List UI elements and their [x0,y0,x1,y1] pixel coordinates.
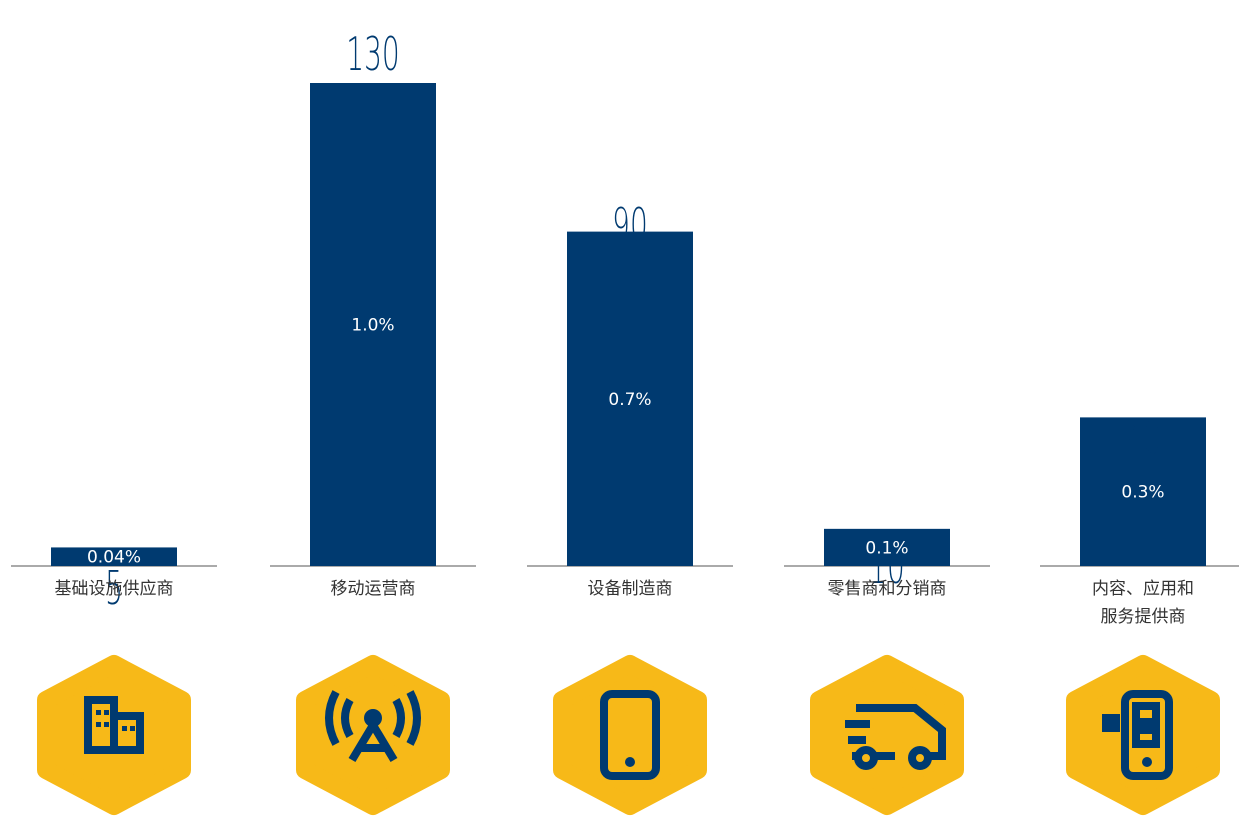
value-label: 5 [105,562,123,615]
value-label: 130 [346,28,399,81]
icons [37,655,1220,815]
bar [824,528,950,566]
category-label: 移动运营商 [330,579,416,599]
bar [310,83,436,566]
van-icon [845,704,946,770]
hexagon [1066,655,1220,815]
hexagon [296,655,450,815]
building-icon [84,696,144,754]
category-label: 零售商和分销商 [827,579,947,599]
share-label: 0.7% [608,390,651,410]
value-label: 40 [1125,412,1161,465]
bar [567,231,693,566]
category-label: 基础设施供应商 [54,579,174,599]
hexagon [553,655,707,815]
category-label: 内容、应用和 服务提供商 [1092,579,1194,627]
share-label: 0.04% [87,548,141,568]
value-label: 10 [869,541,905,594]
share-label: 0.1% [865,538,908,558]
apps-icon [1102,690,1173,780]
bar [1080,417,1206,566]
bar [51,547,177,566]
share-label: 0.3% [1121,483,1164,503]
share-label: 1.0% [351,316,394,336]
hexagon [810,655,964,815]
tower-icon [325,690,421,763]
category-label: 设备制造商 [587,579,673,599]
phone-icon [600,690,660,780]
value-label: 90 [612,199,648,252]
